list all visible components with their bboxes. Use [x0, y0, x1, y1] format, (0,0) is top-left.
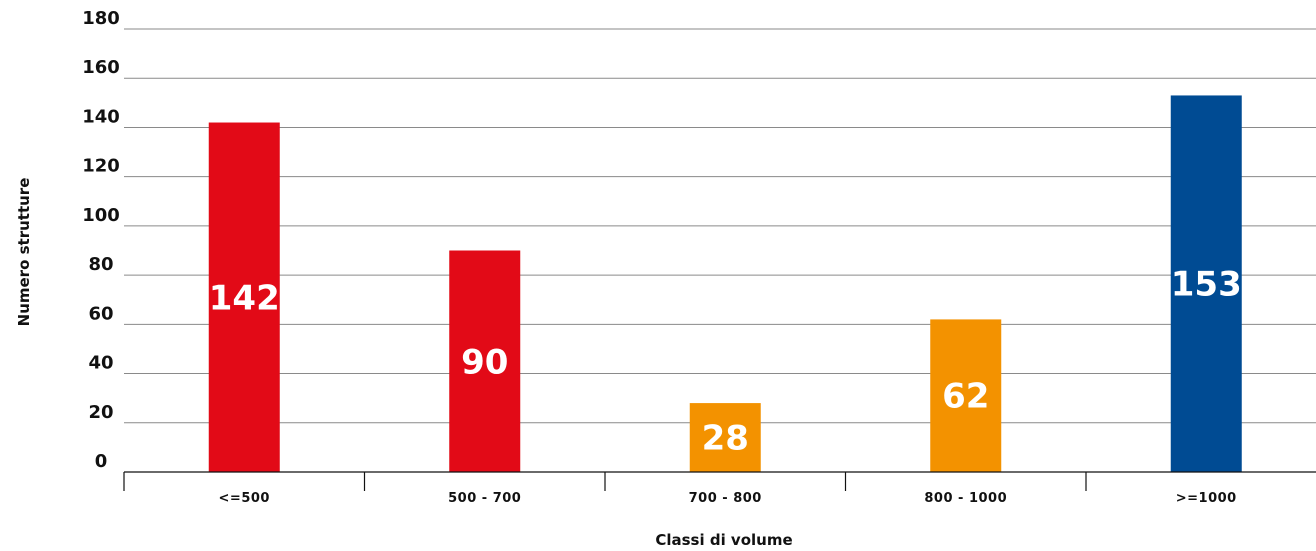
y-axis-title: Numero strutture	[15, 178, 33, 327]
x-axis: <=500 500 - 700 700 - 800 800 - 1000 >=1000	[123, 471, 1316, 506]
bar	[449, 250, 521, 472]
bar	[689, 403, 761, 472]
y-tick-label: 20	[88, 402, 113, 423]
bars	[208, 95, 1242, 473]
data-labels: 142 90 28 62 153	[209, 265, 1242, 459]
data-label: 62	[942, 377, 989, 417]
data-label: 153	[1171, 265, 1242, 305]
x-tick-label: 800 - 1000	[924, 491, 1007, 506]
gridlines	[124, 28, 1316, 424]
y-axis-ticks: 0 20 40 60 80 100 120 140 160 180	[82, 8, 120, 472]
y-tick-label: 40	[88, 353, 113, 374]
y-tick-label: 160	[82, 57, 120, 78]
bar	[1170, 95, 1242, 472]
data-label: 142	[209, 278, 280, 318]
y-tick-label: 100	[82, 205, 120, 226]
data-label: 90	[461, 342, 508, 382]
x-tick-label: <=500	[219, 491, 270, 506]
y-tick-label: 60	[88, 303, 113, 324]
data-label: 28	[702, 419, 749, 459]
y-tick-label: 140	[82, 106, 120, 127]
y-tick-label: 0	[95, 451, 108, 472]
bar	[208, 122, 280, 473]
x-tick-label: >=1000	[1176, 491, 1237, 506]
bar	[930, 319, 1002, 472]
x-tick-label: 500 - 700	[448, 491, 521, 506]
x-axis-title: Classi di volume	[655, 531, 792, 549]
y-tick-label: 180	[82, 8, 120, 29]
y-tick-label: 120	[82, 156, 120, 177]
y-tick-label: 80	[88, 254, 113, 275]
x-tick-label: 700 - 800	[689, 491, 762, 506]
